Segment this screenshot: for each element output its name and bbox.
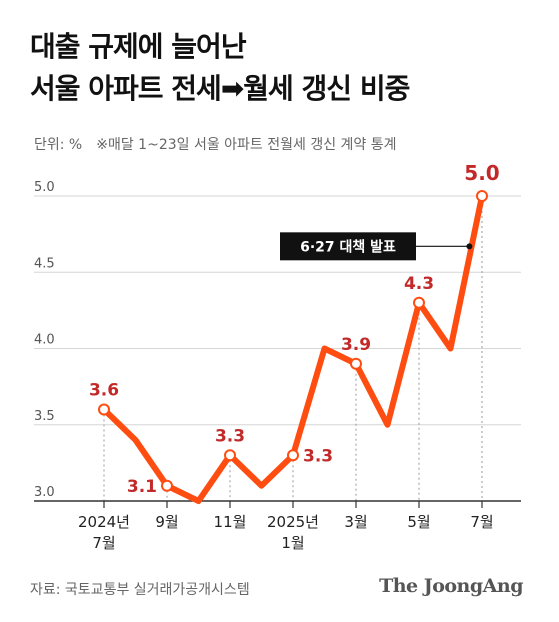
- data-point-marker: [98, 403, 110, 416]
- x-tick-label: 2024년: [78, 513, 130, 531]
- annotation-dot: [466, 243, 473, 250]
- x-tick-label: 5월: [407, 513, 430, 531]
- annotation-box: [280, 232, 416, 261]
- data-label: 5.0: [464, 161, 499, 185]
- y-tick-label: 3.0: [34, 485, 55, 500]
- x-tick-label: 7월: [470, 513, 493, 531]
- unit-label: 단위: %: [34, 137, 83, 153]
- data-label: 3.3: [303, 446, 333, 466]
- data-point-marker: [224, 449, 236, 462]
- chart-title-line1: 대출 규제에 늘어난: [30, 30, 247, 63]
- y-tick-label: 4.0: [34, 333, 55, 348]
- chart-subtitle: 단위: % ※매달 1~23일 서울 아파트 전월세 갱신 계약 통계: [34, 134, 397, 154]
- brand-logo: The JoongAng: [379, 575, 523, 597]
- x-tick-label: 11월: [214, 513, 247, 531]
- data-point-marker: [287, 449, 299, 462]
- data-point-marker: [413, 296, 425, 309]
- data-label: 3.1: [127, 477, 157, 497]
- data-label: 3.9: [341, 335, 371, 355]
- data-point-marker: [476, 190, 488, 202]
- x-tick-label: 3월: [344, 513, 367, 531]
- y-tick-label: 4.5: [34, 256, 55, 271]
- x-tick-label: 1월: [281, 534, 304, 552]
- x-tick-label: 7월: [92, 534, 115, 552]
- data-note: ※매달 1~23일 서울 아파트 전월세 갱신 계약 통계: [96, 137, 397, 153]
- y-tick-label: 3.5: [34, 409, 55, 424]
- annotation-label: 6·27 대책 발표: [300, 238, 396, 255]
- chart-title-line2: 서울 아파트 전세➡월세 갱신 비중: [30, 72, 410, 105]
- data-point-marker: [161, 479, 173, 492]
- y-tick-label: 5.0: [34, 180, 55, 195]
- data-point-marker: [350, 357, 362, 370]
- data-label: 3.3: [215, 426, 245, 446]
- chart-title: 대출 규제에 늘어난 서울 아파트 전세➡월세 갱신 비중: [30, 26, 410, 110]
- x-tick-label: 2025년: [267, 513, 319, 531]
- data-label: 4.3: [404, 274, 434, 294]
- source-credit: 자료: 국토교통부 실거래가공개시스템: [30, 582, 250, 598]
- data-label: 3.6: [89, 381, 119, 401]
- x-tick-label: 9월: [155, 513, 178, 531]
